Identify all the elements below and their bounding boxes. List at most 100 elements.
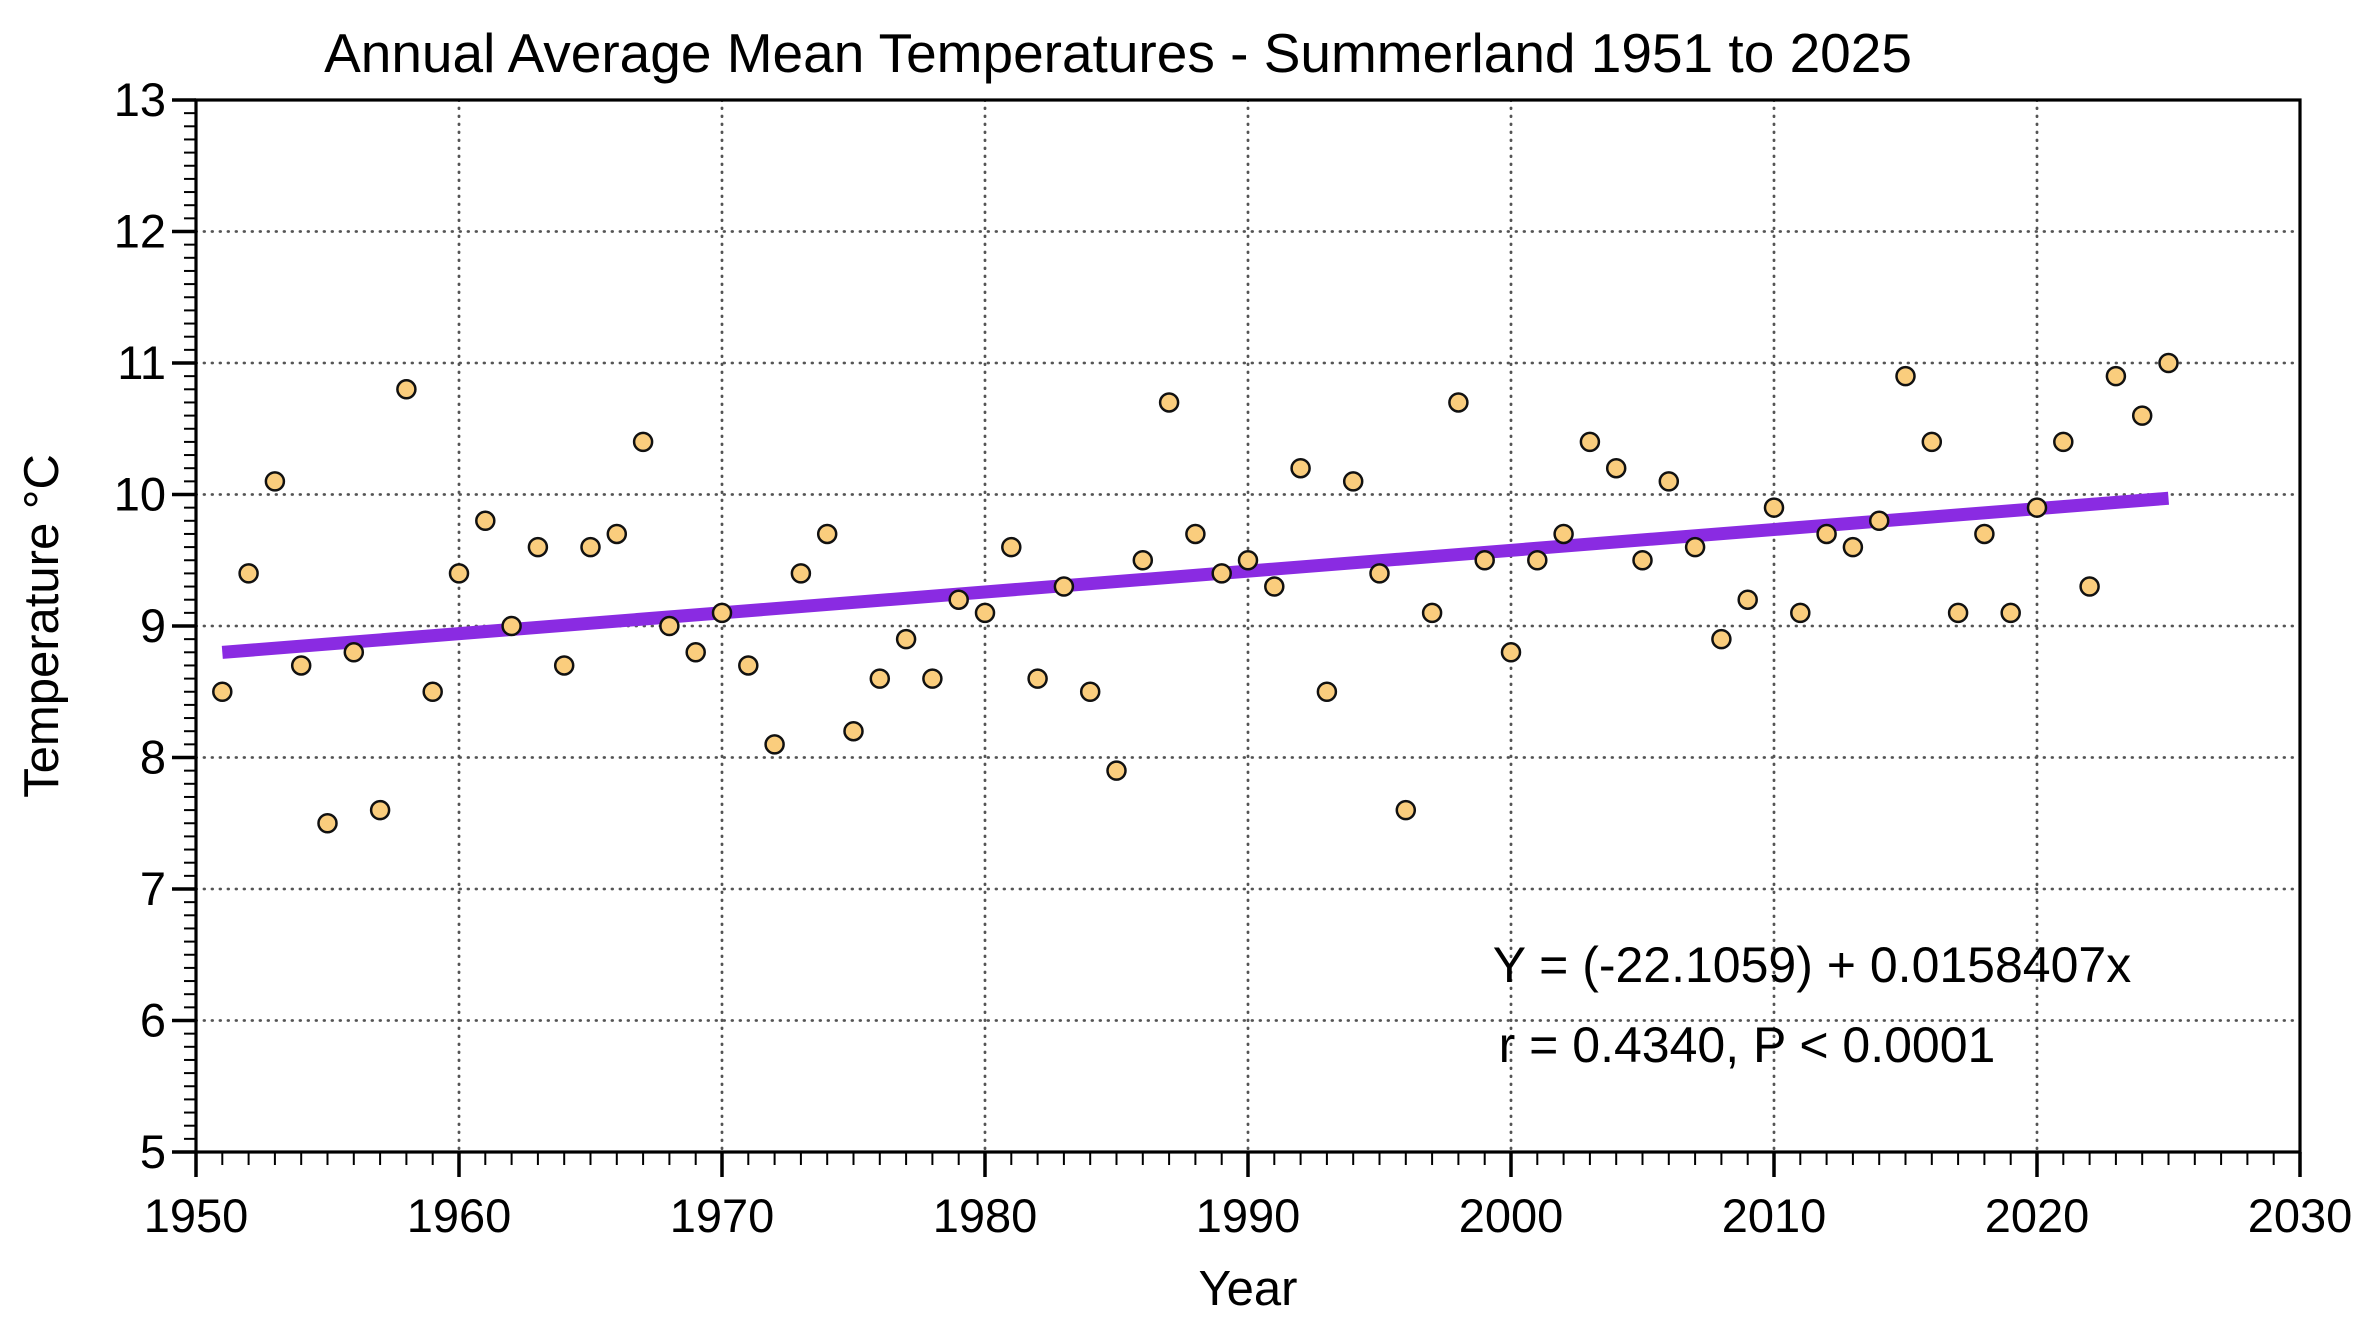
data-point — [1737, 589, 1758, 610]
data-point — [843, 720, 864, 742]
data-point — [764, 734, 785, 755]
y-tick-label: 9 — [140, 599, 166, 652]
x-tick-label: 1960 — [407, 1189, 512, 1242]
x-tick-label: 1970 — [670, 1189, 775, 1242]
data-point — [1053, 576, 1075, 597]
y-tick-label: 5 — [140, 1125, 166, 1178]
data-point — [632, 431, 654, 453]
data-point — [580, 536, 601, 558]
data-point — [1947, 602, 1969, 624]
data-point — [396, 379, 417, 400]
y-tick-label: 11 — [117, 336, 166, 389]
data-point — [1185, 523, 1206, 545]
data-point — [1158, 392, 1180, 413]
trend-line — [221, 491, 2170, 659]
y-tick-label: 12 — [114, 205, 166, 258]
y-tick-label: 6 — [140, 994, 166, 1047]
trend-stats-text: r = 0.4340, P < 0.0001 — [1499, 1017, 1996, 1073]
data-point — [1369, 563, 1390, 584]
data-point — [1106, 760, 1127, 781]
trend-line-layer — [221, 491, 2170, 659]
data-point — [290, 655, 312, 676]
data-point — [948, 589, 969, 610]
data-point — [790, 563, 812, 584]
y-tick-label: 8 — [140, 731, 166, 784]
data-point — [922, 668, 943, 689]
data-points — [212, 352, 2179, 834]
data-point — [343, 642, 365, 663]
x-axis-label: Year — [1198, 1262, 1297, 1316]
x-tick-label: 1980 — [933, 1189, 1038, 1242]
data-point — [738, 655, 759, 676]
data-point — [1421, 602, 1443, 624]
data-point — [1579, 431, 1601, 453]
x-tick-label: 1950 — [144, 1189, 249, 1242]
data-point — [1684, 536, 1706, 558]
x-tick-label: 2030 — [2248, 1189, 2353, 1242]
trend-equation-text: Y = (-22.1059) + 0.0158407x — [1493, 937, 2131, 993]
data-point — [1763, 497, 1785, 518]
data-point — [501, 615, 522, 637]
data-point — [1842, 536, 1864, 558]
y-tick-label: 7 — [140, 862, 166, 915]
x-tick-label: 2020 — [1985, 1189, 2090, 1242]
data-point — [369, 799, 391, 821]
data-point — [1605, 457, 1627, 479]
data-point — [606, 523, 628, 545]
data-point — [422, 681, 443, 702]
data-point — [2026, 497, 2048, 518]
x-tick-label: 1990 — [1196, 1189, 1301, 1242]
data-point — [2079, 576, 2100, 597]
data-point — [1001, 536, 1022, 558]
x-tick-label: 2000 — [1459, 1189, 1564, 1242]
data-point — [1895, 365, 1916, 387]
chart-title: Annual Average Mean Temperatures - Summe… — [324, 22, 1912, 84]
data-point — [1974, 523, 1995, 545]
y-tick-label: 10 — [114, 468, 166, 521]
data-point — [1448, 392, 1469, 413]
data-point — [1132, 550, 1154, 571]
data-point — [1395, 799, 1417, 821]
data-point — [1632, 550, 1653, 571]
data-point — [1237, 550, 1259, 571]
x-tick-label: 2010 — [1722, 1189, 1827, 1242]
data-point — [711, 602, 733, 624]
data-point — [1868, 510, 1890, 532]
y-tick-label: 13 — [114, 73, 166, 126]
data-point — [869, 668, 891, 689]
data-point — [1921, 431, 1943, 453]
data-point — [1316, 681, 1338, 702]
data-point — [2131, 405, 2153, 426]
data-point — [1711, 628, 1732, 650]
data-point — [1553, 523, 1574, 545]
axis-ticks — [172, 98, 2302, 1177]
data-point — [553, 655, 575, 676]
data-point — [685, 642, 706, 663]
data-point — [238, 563, 259, 584]
data-point — [1264, 576, 1285, 597]
data-point — [1027, 668, 1048, 689]
data-point — [1211, 563, 1232, 584]
data-point — [816, 523, 838, 545]
data-point — [475, 510, 496, 532]
data-point — [264, 471, 286, 492]
data-point — [317, 813, 338, 834]
data-point — [212, 681, 233, 702]
data-point — [1527, 550, 1548, 571]
data-point — [2158, 352, 2179, 374]
data-point — [448, 563, 470, 584]
data-point — [659, 615, 680, 637]
data-point — [1816, 523, 1837, 545]
data-point — [895, 628, 917, 650]
tick-labels: 1950 1960 1970 1980 1990 2000 2010 2020 2030 5 6 7 8… — [114, 73, 2353, 1242]
data-point — [1079, 681, 1101, 702]
data-point — [974, 602, 996, 624]
data-point — [2105, 365, 2127, 387]
data-point — [1290, 457, 1311, 479]
data-point — [2000, 602, 2021, 624]
data-point — [1474, 550, 1495, 571]
data-point — [527, 536, 549, 558]
data-point — [1342, 471, 1364, 492]
